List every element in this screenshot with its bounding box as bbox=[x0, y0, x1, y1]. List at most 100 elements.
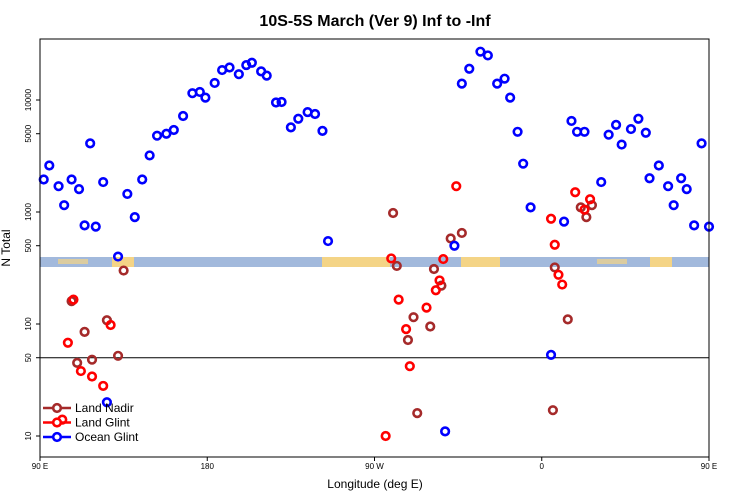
map-land-new-guinea-left bbox=[58, 259, 88, 264]
data-point-land-glint bbox=[438, 253, 449, 265]
data-point-ocean-glint bbox=[53, 181, 64, 192]
data-point-ocean-glint bbox=[285, 122, 296, 133]
data-point-land-nadir bbox=[79, 326, 90, 338]
data-point-land-nadir bbox=[402, 334, 414, 346]
legend-label: Land Nadir bbox=[75, 401, 134, 415]
data-point-land-nadir bbox=[408, 312, 419, 323]
data-point-ocean-glint bbox=[505, 92, 516, 103]
data-point-land-glint bbox=[75, 365, 86, 377]
legend-label: Ocean Glint bbox=[75, 430, 139, 444]
data-point-land-nadir bbox=[456, 227, 467, 239]
data-point-land-glint bbox=[393, 294, 404, 305]
data-point-land-glint bbox=[434, 275, 445, 286]
data-point-land-glint bbox=[68, 294, 79, 305]
data-point-ocean-glint bbox=[317, 125, 328, 136]
data-point-ocean-glint bbox=[233, 69, 244, 80]
data-point-ocean-glint bbox=[579, 126, 590, 137]
data-point-ocean-glint bbox=[676, 173, 687, 184]
legend-item-land-glint: Land Glint bbox=[43, 416, 130, 430]
data-point-ocean-glint bbox=[85, 138, 96, 149]
data-point-ocean-glint bbox=[545, 349, 557, 360]
data-point-land-nadir bbox=[112, 350, 124, 361]
data-point-ocean-glint bbox=[653, 160, 664, 171]
x-axis-label: Longitude (deg E) bbox=[327, 477, 422, 491]
data-point-land-glint bbox=[380, 430, 391, 442]
legend-marker bbox=[51, 402, 63, 414]
data-point-ocean-glint bbox=[566, 115, 577, 127]
data-point-land-glint bbox=[584, 194, 596, 205]
y-tick-label: 50 bbox=[24, 353, 33, 362]
data-point-land-nadir bbox=[86, 354, 98, 365]
series-land-nadir bbox=[66, 200, 598, 419]
data-point-ocean-glint bbox=[696, 138, 707, 149]
data-point-ocean-glint bbox=[668, 200, 679, 211]
y-tick-label: 5000 bbox=[24, 124, 33, 142]
data-point-land-nadir bbox=[118, 265, 129, 276]
data-point-land-nadir bbox=[549, 262, 560, 273]
data-point-ocean-glint bbox=[644, 173, 655, 184]
y-axis-label: N Total bbox=[0, 229, 13, 266]
data-point-ocean-glint bbox=[129, 212, 140, 223]
data-point-ocean-glint bbox=[625, 123, 637, 135]
data-point-ocean-glint bbox=[209, 77, 220, 89]
data-point-land-glint bbox=[62, 337, 73, 348]
data-point-land-nadir bbox=[547, 405, 559, 416]
data-point-land-nadir bbox=[72, 357, 83, 368]
y-tick-label: 500 bbox=[24, 238, 33, 252]
data-point-land-glint bbox=[386, 253, 397, 264]
legend-label: Land Glint bbox=[75, 416, 130, 430]
world-map-band bbox=[40, 257, 709, 267]
data-point-land-glint bbox=[105, 319, 116, 331]
data-point-land-nadir bbox=[425, 321, 436, 332]
data-point-ocean-glint bbox=[137, 174, 148, 185]
data-point-ocean-glint bbox=[161, 128, 172, 139]
series-ocean-glint bbox=[38, 46, 715, 437]
data-point-ocean-glint bbox=[322, 235, 334, 247]
y-tick-label: 100 bbox=[24, 317, 33, 331]
data-point-land-glint bbox=[98, 380, 109, 392]
y-tick-label: 10000 bbox=[24, 88, 33, 111]
data-point-ocean-glint bbox=[73, 184, 85, 195]
data-point-ocean-glint bbox=[681, 184, 692, 195]
data-point-ocean-glint bbox=[633, 113, 644, 124]
data-point-ocean-glint bbox=[66, 174, 77, 185]
data-point-ocean-glint bbox=[59, 200, 70, 211]
data-point-land-glint bbox=[549, 239, 560, 250]
data-point-land-glint bbox=[430, 285, 441, 296]
data-point-ocean-glint bbox=[596, 176, 607, 188]
x-tick-label: 180 bbox=[201, 462, 215, 471]
data-point-land-nadir bbox=[391, 260, 402, 272]
map-land-south-america bbox=[322, 257, 390, 267]
data-point-ocean-glint bbox=[168, 124, 179, 136]
data-point-ocean-glint bbox=[603, 129, 614, 140]
data-point-land-glint bbox=[557, 279, 568, 290]
data-point-ocean-glint bbox=[200, 92, 211, 103]
data-point-ocean-glint bbox=[482, 50, 493, 61]
data-point-ocean-glint bbox=[246, 57, 257, 68]
map-land-new-guinea-right bbox=[597, 259, 627, 264]
data-point-ocean-glint bbox=[475, 46, 486, 57]
y-tick-label: 1000 bbox=[24, 203, 33, 221]
data-point-ocean-glint bbox=[101, 397, 112, 408]
plot-frame bbox=[39, 38, 710, 458]
data-point-ocean-glint bbox=[44, 160, 55, 171]
data-point-ocean-glint bbox=[276, 96, 287, 108]
data-point-land-glint bbox=[404, 361, 415, 372]
data-point-ocean-glint bbox=[224, 62, 235, 73]
data-point-ocean-glint bbox=[689, 220, 700, 231]
data-point-land-glint bbox=[451, 181, 462, 192]
data-point-land-nadir bbox=[387, 207, 399, 219]
data-point-ocean-glint bbox=[309, 108, 321, 120]
data-point-ocean-glint bbox=[440, 426, 451, 437]
x-tick-label: 90 E bbox=[701, 462, 717, 471]
data-point-ocean-glint bbox=[270, 97, 282, 108]
data-point-ocean-glint bbox=[558, 216, 570, 227]
map-land-africa bbox=[461, 257, 500, 267]
legend-marker bbox=[51, 431, 63, 443]
x-tick-label: 0 bbox=[540, 462, 545, 471]
data-point-land-nadir bbox=[562, 314, 573, 325]
data-point-ocean-glint bbox=[98, 176, 109, 188]
data-point-ocean-glint bbox=[492, 78, 503, 89]
data-point-ocean-glint bbox=[261, 70, 272, 81]
legend-item-land-nadir: Land Nadir bbox=[43, 401, 134, 415]
